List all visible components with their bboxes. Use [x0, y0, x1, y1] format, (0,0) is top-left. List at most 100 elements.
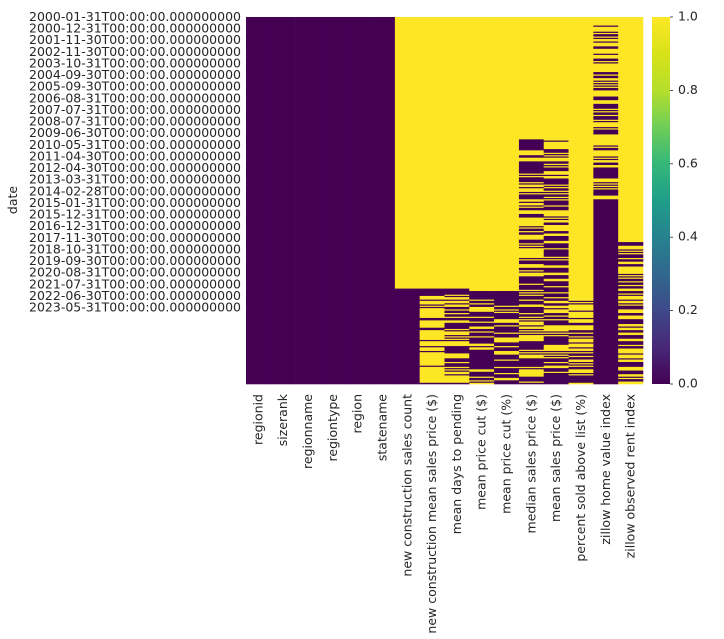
- heatmap-cell: [568, 354, 594, 357]
- heatmap-cell: [593, 158, 619, 161]
- heatmap-cell: [593, 133, 619, 135]
- heatmap-cell: [444, 342, 470, 344]
- heatmap-cell: [444, 360, 470, 363]
- heatmap-cell: [543, 348, 569, 351]
- heatmap-cell: [543, 359, 569, 362]
- heatmap-cell: [518, 176, 545, 178]
- heatmap-cell: [494, 381, 520, 384]
- heatmap-cell: [593, 91, 619, 94]
- heatmap-cell: [543, 213, 569, 216]
- heatmap-cell: [593, 199, 619, 201]
- heatmap-cell: [593, 48, 619, 51]
- heatmap-cell: [518, 293, 545, 295]
- heatmap-cell: [518, 375, 545, 377]
- y-tick-label: 2003-10-31T00:00:00.000000000: [29, 55, 241, 70]
- heatmap-cell: [543, 265, 569, 267]
- heatmap-cell: [518, 189, 545, 192]
- heatmap-cell: [543, 154, 569, 156]
- heatmap-cell: [494, 343, 520, 346]
- heatmap-cell: [518, 255, 545, 258]
- heatmap-cell: [543, 260, 569, 262]
- heatmap-cell: [568, 299, 594, 302]
- heatmap-cell: [444, 306, 470, 309]
- heatmap-cell: [518, 149, 545, 151]
- heatmap-cell: [543, 223, 569, 226]
- heatmap-cell: [518, 216, 545, 218]
- y-tick-label: 2018-10-31T00:00:00.000000000: [29, 241, 241, 256]
- heatmap-cell: [494, 293, 520, 295]
- heatmap-cell: [593, 129, 619, 132]
- heatmap-cell: [593, 21, 619, 24]
- heatmap-cell: [618, 305, 644, 308]
- heatmap-cell: [593, 68, 619, 70]
- heatmap-cell: [444, 350, 470, 353]
- heatmap-cell: [543, 366, 569, 369]
- heatmap-cell: [568, 371, 594, 374]
- heatmap-cell: [618, 311, 644, 314]
- heatmap-cell: [518, 213, 545, 216]
- heatmap-cell: [543, 319, 569, 321]
- heatmap-cell: [618, 309, 644, 311]
- heatmap-cell: [618, 332, 644, 335]
- heatmap-cell: [593, 17, 619, 19]
- heatmap-cell: [518, 320, 545, 322]
- heatmap-cell: [568, 350, 594, 353]
- heatmap-cell: [444, 355, 470, 358]
- heatmap-cell: [444, 310, 470, 313]
- heatmap-cell: [618, 291, 644, 293]
- heatmap-cell: [543, 242, 569, 244]
- heatmap-cell: [494, 303, 520, 305]
- heatmap-cell: [518, 209, 545, 211]
- heatmap-cell: [593, 180, 619, 183]
- heatmap-cell: [518, 332, 545, 335]
- heatmap-cell: [543, 336, 569, 338]
- heatmap-cell: [494, 330, 520, 332]
- y-tick-label: 2014-02-28T00:00:00.000000000: [29, 183, 241, 198]
- heatmap-cell: [419, 326, 445, 329]
- heatmap-cell: [419, 342, 445, 344]
- heatmap-cell: [618, 254, 644, 256]
- heatmap-cell: [543, 238, 569, 240]
- heatmap-cell: [469, 355, 495, 358]
- heatmap-cell: [469, 369, 495, 371]
- heatmap-cell: [593, 150, 619, 152]
- heatmap-cell: [618, 315, 644, 318]
- heatmap-cell: [518, 304, 545, 307]
- heatmap-cell: [543, 335, 569, 337]
- heatmap-cell: [568, 332, 594, 335]
- heatmap-cell: [518, 165, 545, 167]
- heatmap-cell: [518, 322, 545, 325]
- heatmap-cell: [469, 359, 495, 362]
- heatmap-cell: [568, 355, 594, 358]
- heatmap-cell: [518, 173, 545, 176]
- heatmap-cell: [469, 382, 495, 385]
- heatmap-cell: [518, 199, 545, 201]
- heatmap-cell: [543, 344, 569, 347]
- heatmap-cell: [518, 316, 545, 319]
- heatmap-cell: [469, 336, 495, 338]
- heatmap-cell: [518, 366, 545, 369]
- heatmap-cell: [494, 380, 520, 382]
- heatmap-cell: [568, 319, 594, 321]
- heatmap-cell: [469, 303, 495, 305]
- heatmap-cell: [494, 314, 520, 316]
- heatmap-cell: [494, 358, 520, 360]
- heatmap-cell: [518, 331, 545, 333]
- heatmap-cell: [419, 339, 445, 342]
- heatmap-cell: [593, 112, 619, 114]
- heatmap-cell: [618, 293, 644, 295]
- heatmap-cell: [444, 352, 470, 354]
- heatmap-cell: [518, 257, 545, 260]
- heatmap-cell: [419, 359, 445, 362]
- heatmap-cell: [543, 166, 569, 168]
- heatmap-cell: [593, 63, 619, 66]
- heatmap-cell: [469, 341, 495, 343]
- heatmap-cell: [618, 288, 644, 291]
- y-tick-label: 2000-12-31T00:00:00.000000000: [29, 21, 241, 36]
- heatmap-cell: [444, 357, 470, 359]
- heatmap-cell: [419, 358, 445, 360]
- heatmap-cell: [568, 324, 594, 326]
- heatmap-cell: [494, 292, 520, 294]
- heatmap-cell: [618, 261, 644, 264]
- heatmap-cell: [518, 221, 545, 223]
